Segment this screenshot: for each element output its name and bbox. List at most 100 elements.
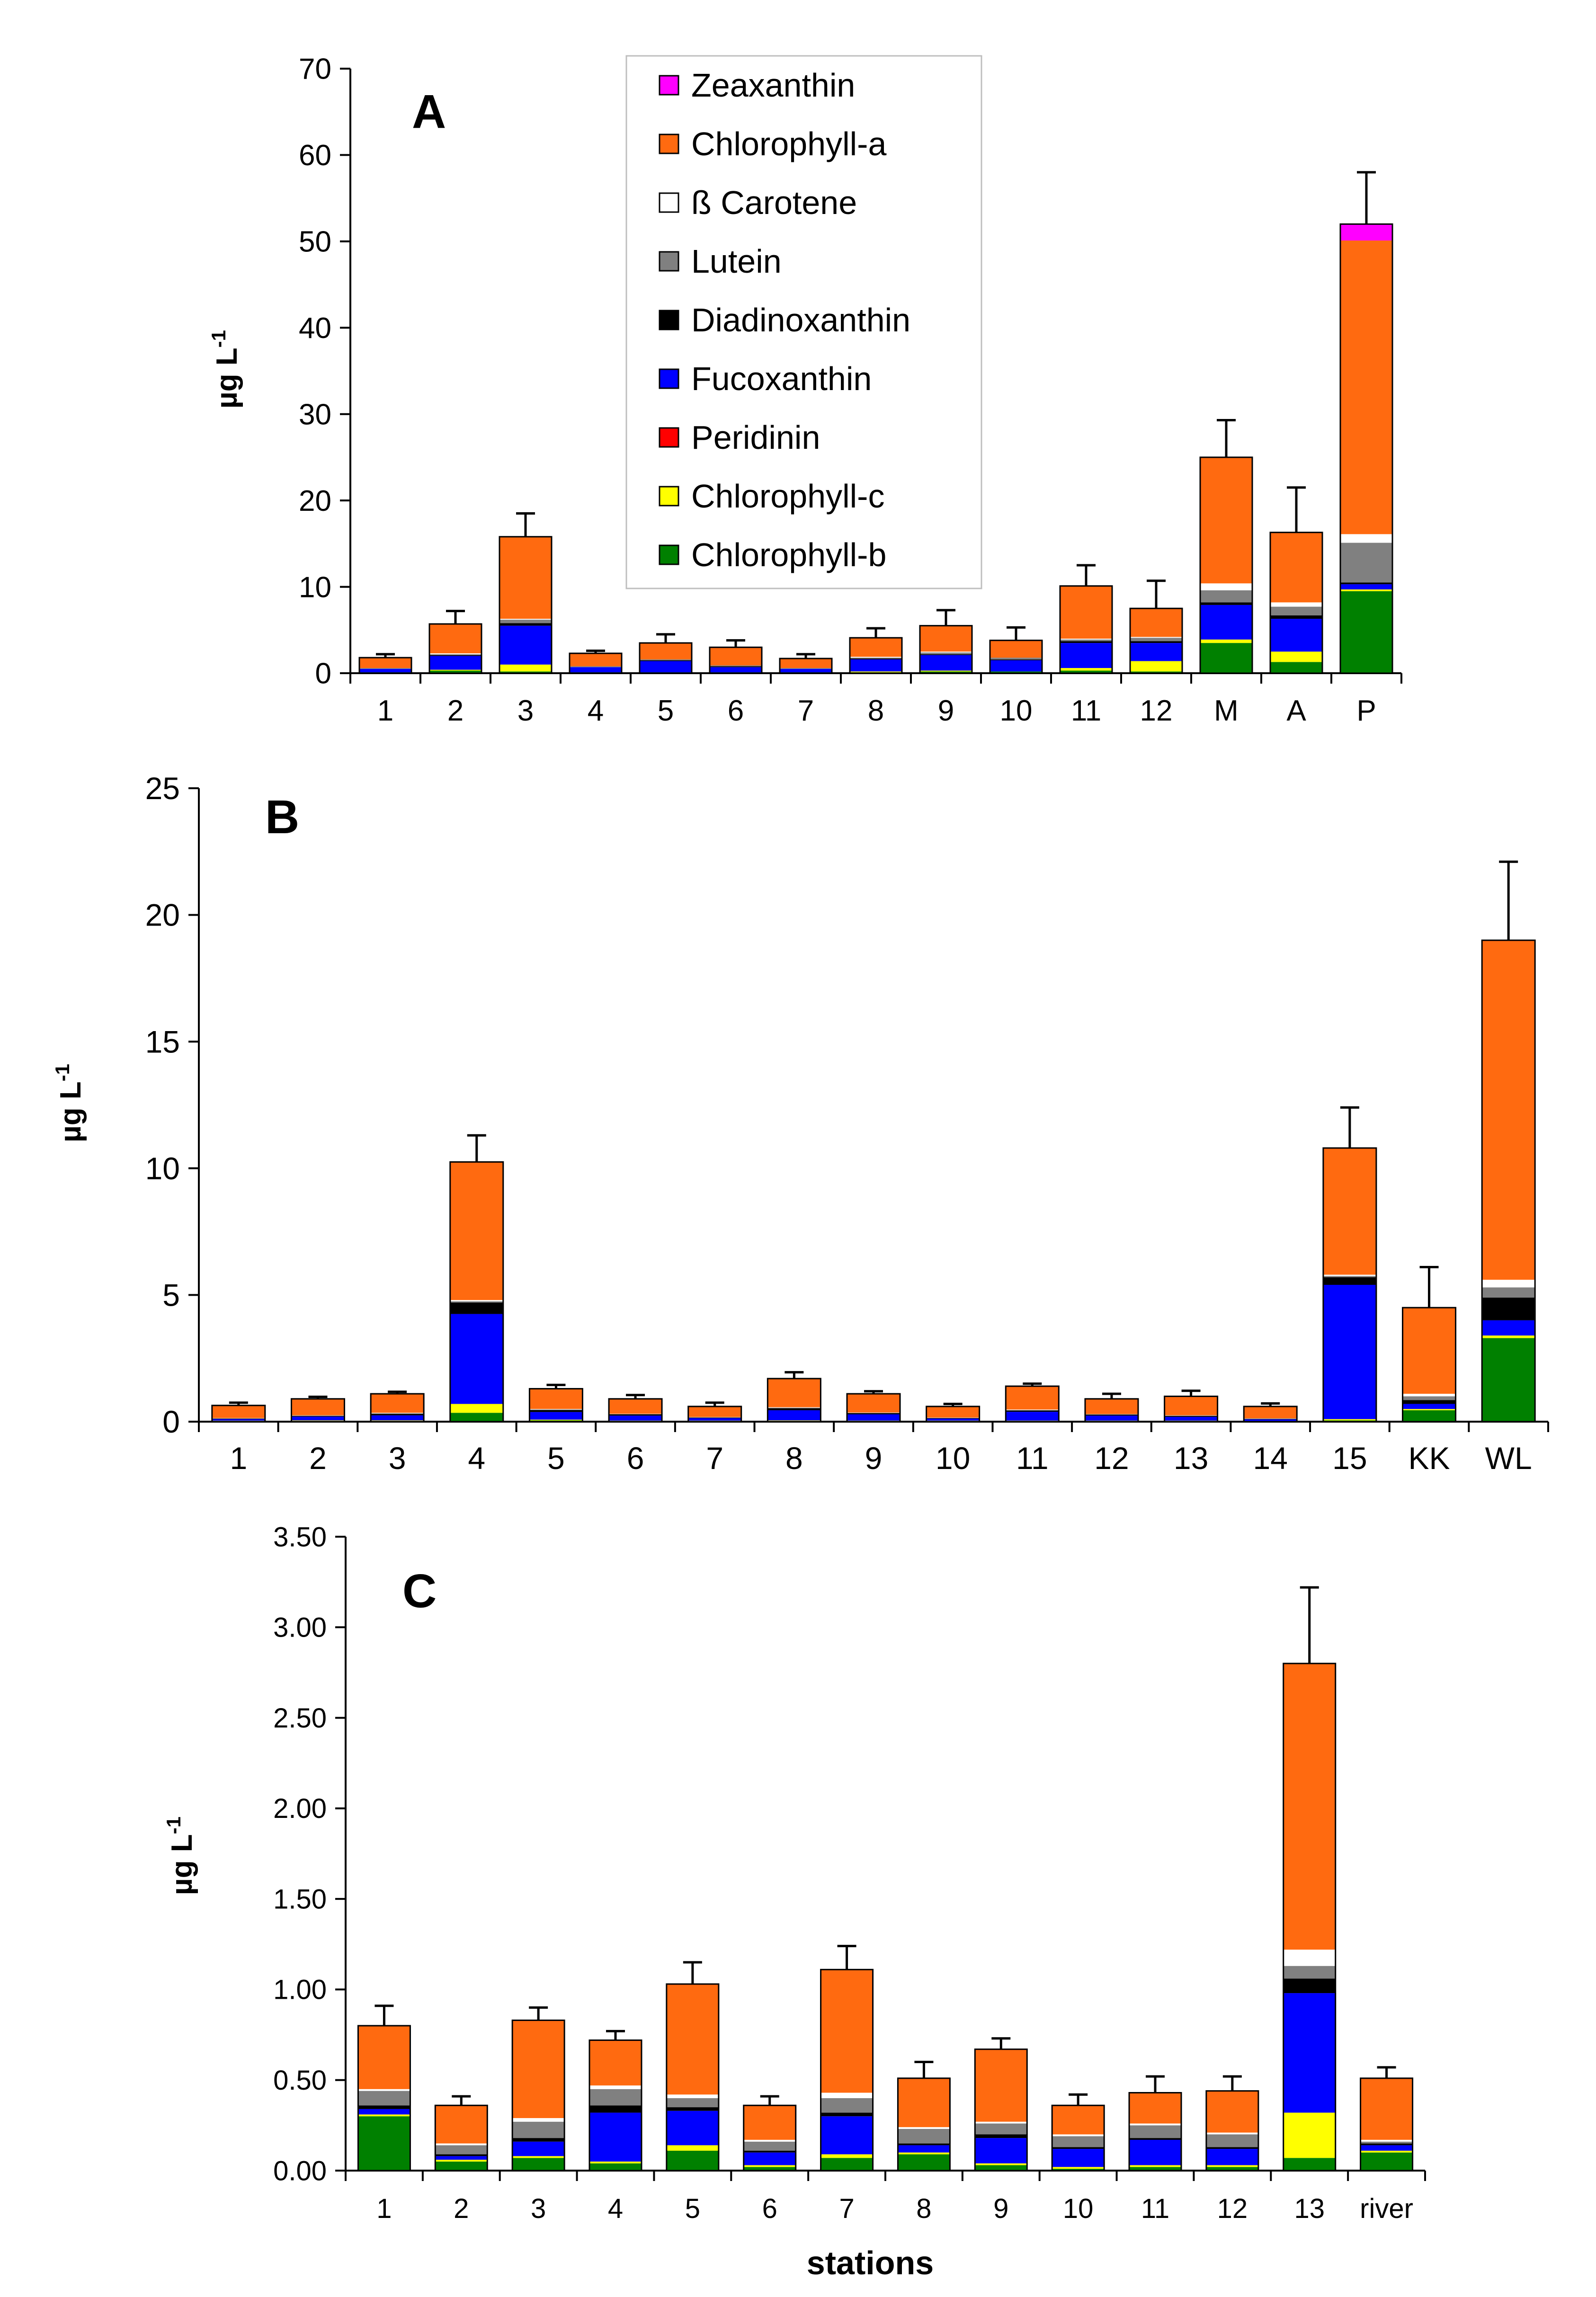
bar-segment-fuco	[359, 668, 411, 673]
bar-segment-chlb	[743, 2167, 796, 2171]
bar-segment-bcar	[1270, 602, 1322, 607]
bar-stack	[1322, 1106, 1377, 1423]
legend-item: Chlorophyll-c	[659, 478, 884, 515]
x-tick-label: 9	[938, 694, 954, 727]
bar-stack	[1283, 1586, 1337, 2172]
bar-stack	[608, 1394, 663, 1423]
legend: Zeaxanthin Chlorophyll-a ß Carotene Lutein D…	[625, 55, 982, 589]
bar-segment-chlc	[435, 2160, 488, 2162]
bar-stack	[709, 639, 763, 674]
bar-segment-lut	[1270, 606, 1322, 615]
bar-segment-fuco	[1085, 1416, 1138, 1421]
bar-stack	[528, 1383, 583, 1423]
bar-stack	[290, 1396, 345, 1423]
bar-segment-bcar	[1085, 1414, 1138, 1415]
bar-segment-lut	[589, 2089, 642, 2106]
bar-segment-dia	[371, 1414, 424, 1416]
bar-segment-fuco	[1129, 2139, 1181, 2165]
x-tick-label: 2	[454, 2193, 469, 2224]
bar-segment-chlb	[820, 2158, 873, 2171]
bar-stack	[779, 653, 833, 674]
bar-segment-chla	[529, 1389, 583, 1409]
bar-stack	[1243, 1402, 1298, 1423]
bar-stack	[1084, 1392, 1139, 1423]
x-tick-label: KK	[1409, 1441, 1450, 1476]
y-tick-label: 20	[145, 898, 180, 933]
x-tick-label: 3	[389, 1441, 406, 1476]
bar-segment-fuco	[1006, 1412, 1059, 1421]
bar-segment-lut	[710, 665, 762, 667]
bar-segment-dia	[589, 2105, 642, 2113]
bar-segment-dia	[688, 1417, 741, 1418]
bar-segment-fuco	[975, 2138, 1027, 2163]
bar-segment-bcar	[975, 2121, 1027, 2124]
bar-segment-chlc	[1052, 2167, 1105, 2169]
bar-stack	[820, 1945, 874, 2172]
bar-segment-chla	[1402, 1308, 1456, 1394]
bar-segment-chlc	[743, 2165, 796, 2167]
bar-segment-lut	[688, 1417, 741, 1418]
bar-segment-lut	[1340, 543, 1392, 583]
bar-segment-dia	[291, 1416, 345, 1417]
bar-segment-dia	[1206, 2147, 1258, 2149]
bar-segment-lut	[1402, 1396, 1456, 1400]
bar-segment-lut	[359, 668, 411, 669]
bar-segment-dia	[1130, 641, 1182, 643]
x-tick-label: 6	[728, 694, 744, 727]
bar-segment-fuco	[898, 2145, 950, 2153]
bar-segment-fuco	[640, 661, 692, 673]
bar-segment-chla	[499, 536, 552, 619]
bar-segment-chla	[926, 1406, 980, 1418]
bar-segment-chlc	[499, 664, 552, 672]
bar-segment-chlc	[529, 1419, 583, 1421]
y-tick-label: 1.00	[273, 1975, 327, 2005]
bar-segment-bcar	[1060, 639, 1112, 640]
bar-segment-chlb	[1060, 670, 1112, 673]
bar-segment-dia	[435, 2154, 488, 2156]
bar-segment-chla	[1283, 1663, 1336, 1950]
bar-segment-dia	[820, 2112, 873, 2117]
bar-segment-lut	[212, 1418, 265, 1419]
bar-segment-chla	[1270, 532, 1322, 603]
x-tick-label: 15	[1332, 1441, 1367, 1476]
bar-segment-chla	[512, 2020, 565, 2119]
legend-label: Chlorophyll-a	[691, 125, 886, 162]
bar-segment-lut	[1052, 2136, 1105, 2147]
bar-segment-dia	[898, 2143, 950, 2146]
bar-segment-chlc	[429, 669, 481, 671]
bar-segment-chla	[898, 2078, 950, 2128]
y-tick-label: 3.00	[273, 1612, 327, 1643]
bar-segment-fuco	[847, 1414, 900, 1421]
bar-segment-chlb	[1200, 643, 1252, 673]
bar-segment-chlb	[975, 2165, 1027, 2171]
bar-segment-fuco	[850, 659, 902, 672]
x-tick-label: 11	[1016, 1441, 1049, 1476]
bar-segment-chlc	[1130, 661, 1182, 672]
bar-segment-chlc	[1402, 1409, 1456, 1410]
bar-segment-bcar	[1052, 2134, 1105, 2137]
bar-segment-chlb	[920, 671, 972, 673]
x-tick-label: 7	[706, 1441, 723, 1476]
bar-stack	[358, 653, 412, 674]
bar-segment-fuco	[291, 1416, 345, 1421]
legend-item: Zeaxanthin	[659, 67, 855, 104]
bar-segment-lut	[743, 2141, 796, 2151]
bar-segment-dia	[512, 2138, 565, 2142]
bar-segment-fuco	[1200, 605, 1252, 640]
bar-stack	[1128, 2075, 1182, 2172]
x-tick-label: 5	[685, 2193, 700, 2224]
bar-segment-chla	[767, 1379, 821, 1407]
legend-label: Chlorophyll-c	[691, 478, 884, 515]
bar-segment-lut	[820, 2098, 873, 2113]
bar-stack	[926, 1403, 981, 1423]
bar-segment-chla	[1482, 940, 1535, 1280]
bar-segment-chlb	[1130, 671, 1182, 673]
x-tick-label: A	[1286, 694, 1306, 727]
bar-segment-lut	[975, 2123, 1027, 2135]
bar-segment-fuco	[371, 1415, 424, 1421]
bar-segment-fuco	[1283, 1993, 1336, 2113]
bar-segment-lut	[780, 668, 832, 669]
bar-segment-dia	[1200, 602, 1252, 605]
x-tick-label: 8	[868, 694, 884, 727]
